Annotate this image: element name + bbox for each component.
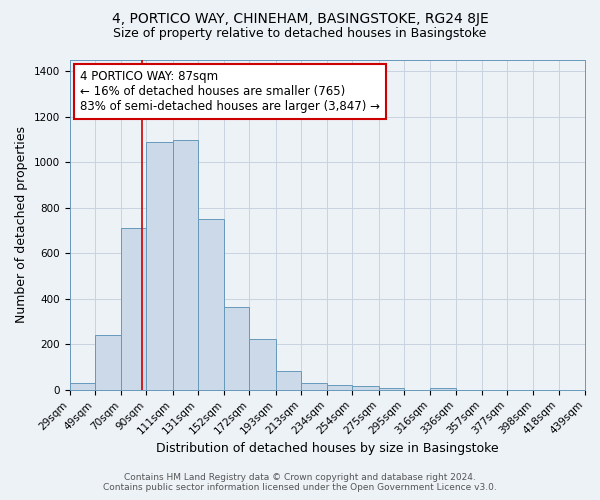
Text: Size of property relative to detached houses in Basingstoke: Size of property relative to detached ho…	[113, 28, 487, 40]
Bar	[327, 386, 352, 390]
Bar	[70, 383, 95, 390]
Bar	[224, 307, 250, 390]
Text: 4, PORTICO WAY, CHINEHAM, BASINGSTOKE, RG24 8JE: 4, PORTICO WAY, CHINEHAM, BASINGSTOKE, R…	[112, 12, 488, 26]
Bar	[276, 370, 301, 390]
Text: 4 PORTICO WAY: 87sqm
← 16% of detached houses are smaller (765)
83% of semi-deta: 4 PORTICO WAY: 87sqm ← 16% of detached h…	[80, 70, 380, 113]
Bar	[146, 142, 173, 390]
Bar	[121, 228, 146, 390]
Y-axis label: Number of detached properties: Number of detached properties	[15, 126, 28, 324]
Bar	[95, 336, 121, 390]
Bar	[301, 383, 327, 390]
Text: Contains HM Land Registry data © Crown copyright and database right 2024.
Contai: Contains HM Land Registry data © Crown c…	[103, 473, 497, 492]
Bar	[430, 388, 455, 390]
Bar	[198, 219, 224, 390]
Bar	[250, 338, 276, 390]
Bar	[352, 386, 379, 390]
Bar	[379, 388, 404, 390]
Bar	[173, 140, 198, 390]
X-axis label: Distribution of detached houses by size in Basingstoke: Distribution of detached houses by size …	[156, 442, 499, 455]
